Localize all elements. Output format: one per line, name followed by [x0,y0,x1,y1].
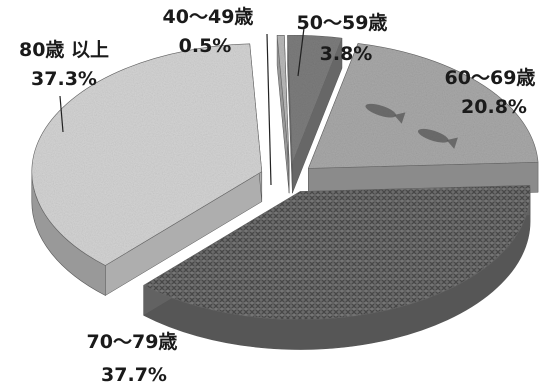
slice-label-0: 40〜49歳 [163,6,254,28]
pie-slice-0 [276,34,290,164]
pie-slice-1 [287,34,343,164]
slice-label-2: 60〜69歳 [445,67,536,89]
slice-value-4: 37.3% [31,68,97,90]
slice-value-1: 3.8% [320,43,373,65]
slice-label-4: 80歳 以上 [19,39,109,61]
pie-slice-3 [143,185,531,320]
leader-line-4 [59,95,64,133]
slice-value-2: 20.8% [461,96,527,118]
slice-value-0: 0.5% [179,35,232,57]
pie-slice-2 [307,43,539,169]
slice-label-3: 70〜79歳 [87,331,178,353]
leader-line-0 [266,33,272,186]
leader-line-1 [297,27,305,77]
slice-label-1: 50〜59歳 [297,12,388,34]
fish-icon [417,128,458,149]
pie-slice-4 [31,43,263,266]
fish-icon [365,103,406,124]
slice-value-3: 37.7% [101,364,167,386]
